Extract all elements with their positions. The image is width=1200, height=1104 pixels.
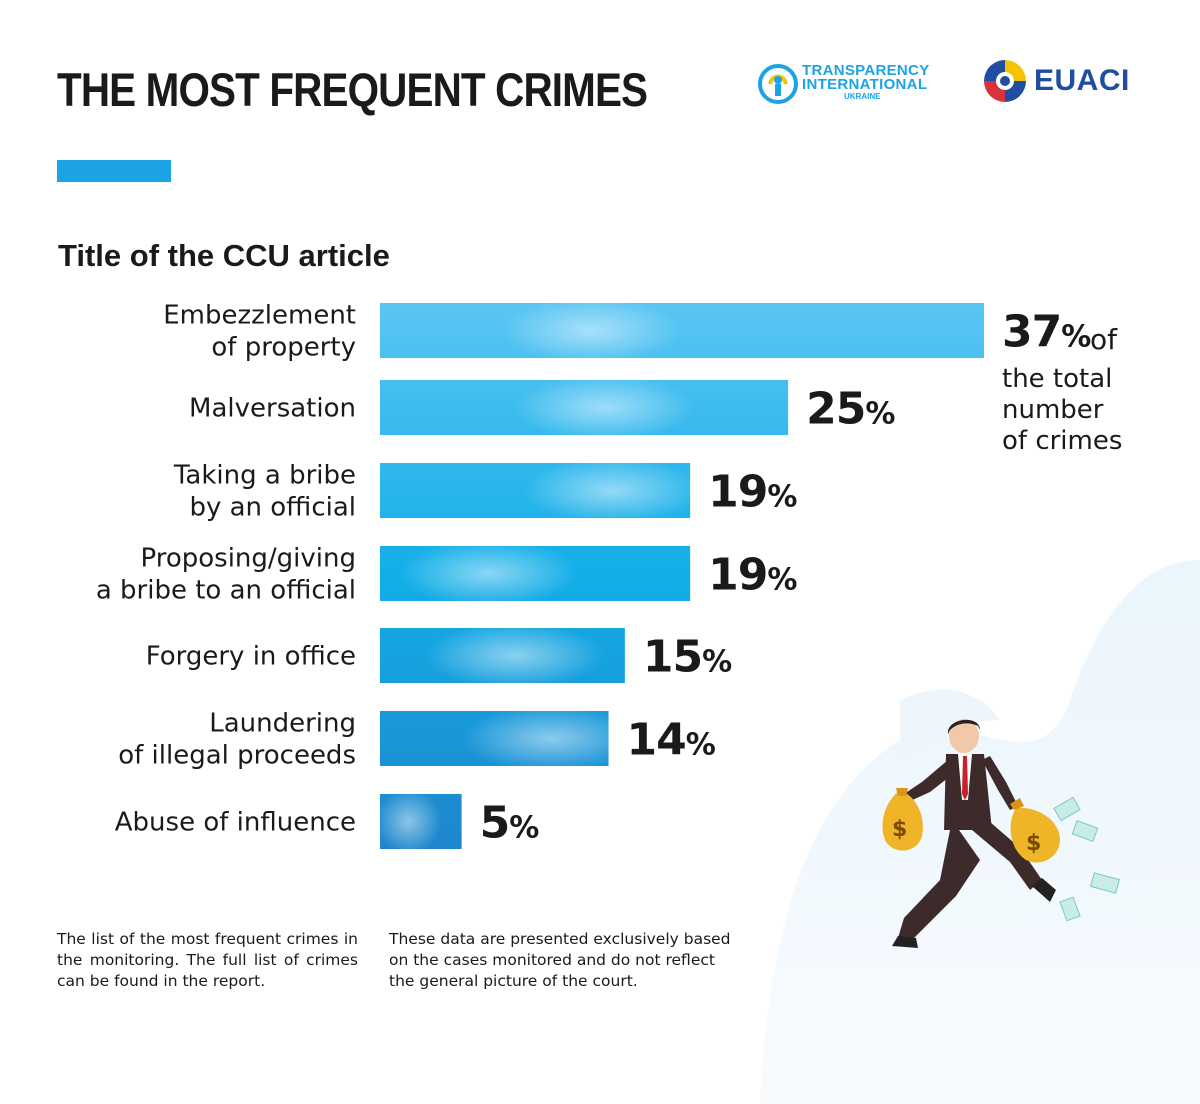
- bar-highlight: [375, 788, 442, 855]
- category-label: Taking a bribe by an official: [173, 461, 356, 523]
- total-note: the total number of crimes: [1002, 364, 1122, 457]
- bar-highlight: [398, 540, 579, 607]
- footnote-right: These data are presented exclusively bas…: [389, 930, 731, 990]
- total-note-line: of crimes: [1002, 426, 1123, 456]
- total-note-line: the total: [1002, 364, 1113, 394]
- dollar-icon: $: [892, 817, 907, 842]
- value-label: 5%: [480, 798, 540, 849]
- banknote-icon: [1059, 896, 1081, 922]
- ti-globe-icon: [758, 64, 798, 104]
- total-note-line: number: [1002, 395, 1104, 425]
- category-label: Proposing/giving a bribe to an official: [96, 544, 356, 606]
- value-label: 25%: [806, 384, 895, 435]
- ti-logo-line-1: TRANSPARENCY: [802, 62, 930, 79]
- banknote-icon: [1071, 820, 1099, 842]
- value-label: 19%: [708, 550, 797, 601]
- running-businessman-illustration: $ $: [882, 719, 1120, 948]
- category-label: Laundering of illegal proceeds: [118, 709, 356, 771]
- banknote-icon: [1090, 872, 1120, 894]
- euaci-logo-text: EUACI: [1034, 64, 1130, 97]
- bar-highlight: [514, 374, 695, 441]
- value-label: 37%: [1002, 307, 1091, 358]
- value-label: 14%: [627, 715, 716, 766]
- euaci-logo: EUACI: [982, 58, 1147, 106]
- total-note-suffix: of: [1090, 323, 1117, 356]
- value-label: 15%: [643, 632, 732, 683]
- bar-highlight: [424, 622, 605, 689]
- bar: [380, 303, 984, 358]
- value-label: 19%: [708, 467, 797, 518]
- ti-logo-line-3: UKRAINE: [844, 92, 881, 101]
- bar-highlight: [461, 705, 642, 772]
- footnote-left: The list of the most frequent crimes in …: [57, 930, 358, 990]
- category-label: Abuse of influence: [115, 808, 356, 838]
- page-title: THE MOST FREQUENT CRIMES: [57, 63, 648, 116]
- category-label: Malversation: [189, 394, 356, 424]
- chart-subtitle: Title of the CCU article: [58, 238, 390, 273]
- title-accent-bar: [57, 160, 171, 182]
- transparency-international-logo: TRANSPARENCY INTERNATIONAL UKRAINE: [758, 62, 943, 106]
- euaci-emblem-icon: [984, 60, 1026, 102]
- bar-highlight: [501, 297, 682, 364]
- category-label: Forgery in office: [146, 642, 356, 672]
- bar-highlight: [522, 457, 703, 524]
- dollar-icon: $: [1026, 831, 1041, 856]
- ti-logo-line-2: INTERNATIONAL: [802, 76, 928, 93]
- banknote-icon: [1053, 796, 1081, 822]
- category-label: Embezzlement of property: [163, 301, 356, 363]
